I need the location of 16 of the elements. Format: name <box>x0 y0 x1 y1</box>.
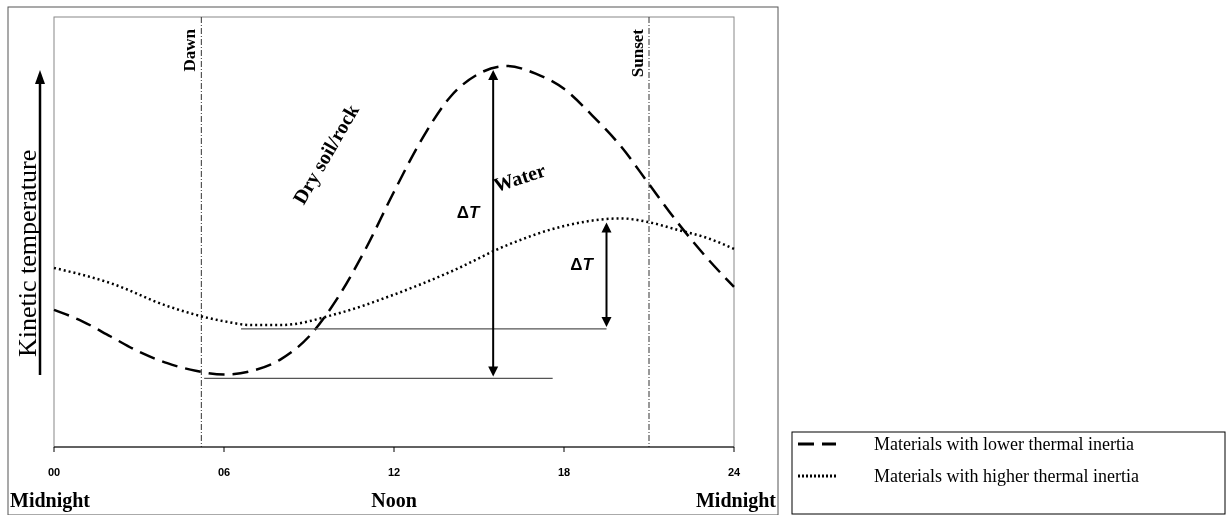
x-tick-label: 00 <box>47 466 61 478</box>
x-tick-label: 24 <box>727 466 741 478</box>
text: Noon <box>371 489 417 511</box>
annotation: Water <box>490 158 549 197</box>
ref-line-label: Sunset <box>628 28 647 78</box>
legend-label: Materials with higher thermal inertia <box>874 466 1139 486</box>
x-tick-label: 12 <box>387 466 401 478</box>
x-tick-label: 18 <box>557 466 571 478</box>
annotation: ΔT <box>456 203 482 223</box>
text: Midnight <box>10 489 91 512</box>
legend-label: Materials with lower thermal inertia <box>874 434 1134 454</box>
ref-line-label: Dawn <box>180 28 200 72</box>
text: Midnight <box>695 489 777 512</box>
y-axis-title: Kinetic temperature <box>13 149 42 357</box>
annotation: ΔT <box>570 254 595 274</box>
x-tick-label: 06 <box>217 466 231 478</box>
